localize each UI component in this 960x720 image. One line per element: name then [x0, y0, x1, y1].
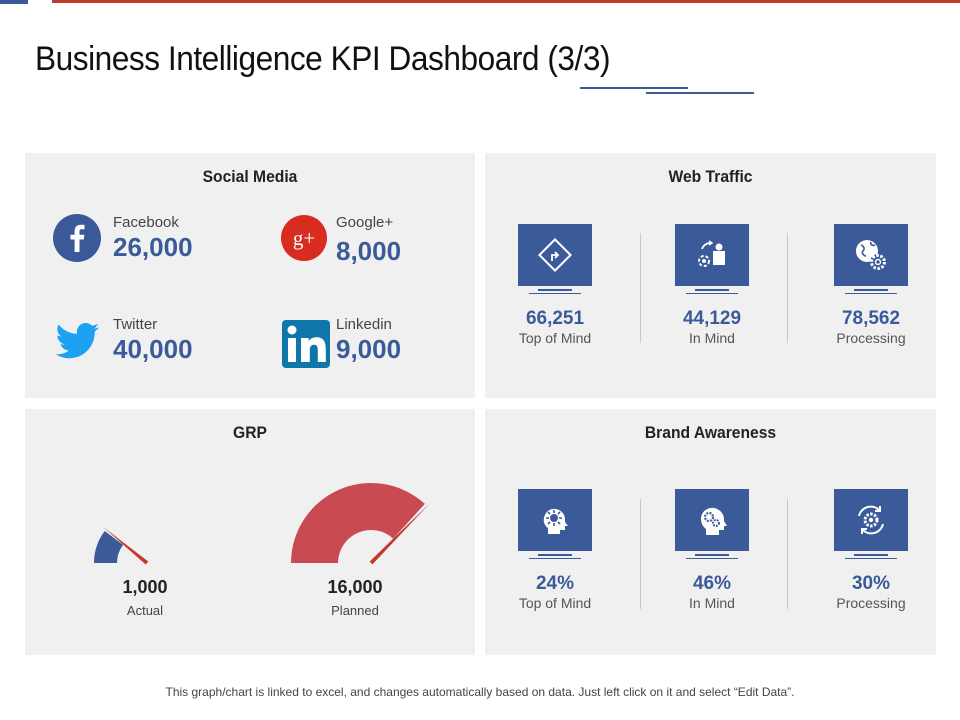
divider [640, 233, 641, 343]
direction-sign-icon [538, 238, 572, 272]
top-accent-bar-blue [0, 0, 28, 4]
brand-awareness-title: Brand Awareness [644, 423, 777, 442]
web-traffic-panel[interactable]: Web Traffic 66,251 Top of Mind 44 [485, 153, 936, 398]
grp-panel[interactable]: GRP 1,000 Actual 16,000 Planned [25, 409, 475, 655]
grp-title: GRP [233, 423, 267, 442]
divider [787, 233, 788, 343]
title-underline-secondary [646, 92, 754, 94]
twitter-icon [55, 323, 100, 359]
brand-kpi-processing[interactable]: 30% Processing [801, 489, 941, 611]
monitor-tile [675, 224, 749, 286]
page-title: Business Intelligence KPI Dashboard (3/3… [35, 40, 611, 78]
gear-head-icon [701, 507, 727, 535]
web-traffic-title: Web Traffic [668, 167, 753, 186]
brand-kpi-top-of-mind[interactable]: 24% Top of Mind [485, 489, 625, 611]
social-name-linkedin: Linkedin [336, 316, 392, 333]
user-process-icon [698, 240, 725, 267]
gauge-actual-needle [102, 526, 149, 565]
social-value-facebook: 26,000 [113, 232, 193, 262]
social-value-google-plus: 8,000 [336, 236, 402, 266]
brand-awareness-panel[interactable]: Brand Awareness 24% Top of Mind 46% In M… [485, 409, 936, 655]
monitor-tile [518, 224, 592, 286]
monitor-tile [518, 489, 592, 551]
kpi-label: In Mind [689, 595, 735, 611]
kpi-value: 46% [692, 573, 732, 594]
social-media-title: Social Media [202, 167, 298, 186]
social-media-panel[interactable]: Social Media Facebook 26,000 g+ Google+ … [25, 153, 475, 398]
svg-text:g+: g+ [293, 226, 315, 250]
linkedin-icon [282, 320, 330, 368]
kpi-label: Top of Mind [518, 330, 592, 346]
kpi-value: 78,562 [841, 308, 901, 329]
facebook-icon [53, 214, 101, 262]
divider [640, 499, 641, 609]
gauge-planned-arc [291, 483, 425, 563]
gauge-actual-arc [94, 531, 124, 563]
gauge-planned-value: 16,000 [327, 577, 383, 597]
social-value-linkedin: 9,000 [336, 334, 402, 364]
brand-kpi-in-mind[interactable]: 46% In Mind [642, 489, 782, 611]
title-underline [580, 87, 688, 89]
kpi-value: 66,251 [525, 308, 585, 329]
kpi-value: 30% [851, 573, 891, 594]
kpi-value: 24% [535, 573, 575, 594]
web-traffic-kpi-in-mind[interactable]: 44,129 In Mind [642, 224, 782, 346]
monitor-tile [834, 489, 908, 551]
footnote: This graph/chart is linked to excel, and… [165, 685, 795, 699]
gear-cycle-icon [858, 505, 884, 535]
gauge-actual-value: 1,000 [122, 577, 168, 597]
globe-gear-icon [856, 240, 886, 270]
google-plus-icon: g+ [281, 215, 327, 261]
gauge-actual-label: Actual [126, 603, 164, 618]
web-traffic-kpi-top-of-mind[interactable]: 66,251 Top of Mind [485, 224, 625, 346]
kpi-label: In Mind [689, 330, 735, 346]
gauge-planned-label: Planned [331, 603, 379, 618]
divider [787, 499, 788, 609]
kpi-label: Processing [836, 595, 906, 611]
social-name-google-plus: Google+ [336, 214, 394, 231]
kpi-value: 44,129 [682, 308, 742, 329]
monitor-tile [675, 489, 749, 551]
idea-head-icon [543, 508, 568, 534]
top-accent-bar-red [52, 0, 960, 3]
grp-gauge-chart [94, 483, 430, 565]
gauge-planned-needle [369, 503, 430, 565]
kpi-label: Top of Mind [518, 595, 592, 611]
social-name-facebook: Facebook [113, 214, 179, 231]
monitor-tile [834, 224, 908, 286]
web-traffic-kpi-processing[interactable]: 78,562 Processing [801, 224, 941, 346]
social-name-twitter: Twitter [113, 316, 158, 333]
social-value-twitter: 40,000 [113, 334, 193, 364]
kpi-label: Processing [836, 330, 906, 346]
